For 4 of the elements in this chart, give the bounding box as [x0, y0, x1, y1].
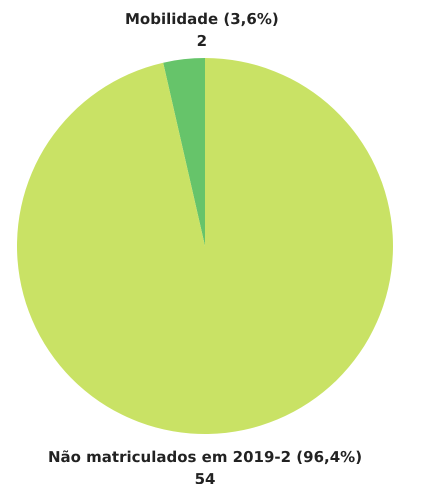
data-label: 54 — [194, 470, 216, 484]
data-label: 2 — [196, 32, 208, 50]
slice-label: Não matriculados em 2019-2 (96,4%) — [48, 448, 362, 466]
slice-label: Mobilidade (3,6%) — [124, 10, 279, 28]
